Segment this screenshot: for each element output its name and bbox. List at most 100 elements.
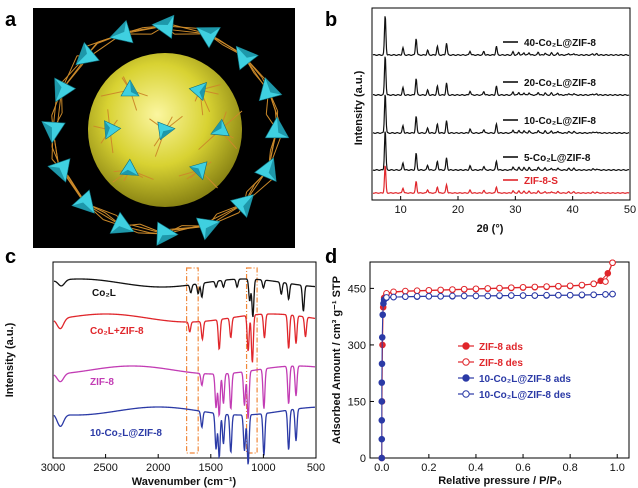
plot-frame-d [369, 261, 630, 459]
isotherm-data-point [484, 285, 492, 292]
ftir-series-group: Co₂L Co₂L+ZIF-8 ZIF-8 10-Co₂L@ZIF-8 [53, 278, 316, 465]
isotherm-x-axis-label: Relative pressure / P/P₀ [438, 475, 562, 487]
xrd-legend-label: 40-Co₂L@ZIF-8 [524, 38, 596, 49]
isotherm-data-point [602, 278, 609, 285]
xrd-x-tick-label: 10 [395, 204, 407, 216]
isotherm-data-point [402, 293, 409, 300]
isotherm-x-tick-label: 0.2 [421, 462, 436, 474]
isotherm-legend-label: 10-Co₂L@ZIF-8 ads [479, 374, 571, 385]
isotherm-data-point [531, 283, 539, 291]
isotherm-data-point [590, 280, 597, 288]
ftir-x-tick-label: 500 [307, 462, 325, 474]
isotherm-legend-label: ZIF-8 des [479, 358, 523, 369]
isotherm-data-point [566, 291, 574, 299]
isotherm-data-point [496, 284, 503, 292]
isotherm-data-point [378, 435, 386, 443]
isotherm-data-point [543, 283, 550, 290]
isotherm-data-point [413, 287, 421, 294]
isotherm-x-tick-label: 1.0 [610, 462, 625, 474]
tetrahedron-icon [120, 79, 140, 97]
ftir-series-line [53, 365, 316, 419]
isotherm-data-point [379, 311, 387, 319]
isotherm-data-point [519, 283, 527, 291]
isotherm-data-point [555, 291, 562, 299]
isotherm-data-point [425, 286, 433, 294]
isotherm-data-point [496, 292, 503, 299]
isotherm-data-point [543, 291, 550, 299]
xrd-y-axis-label: Intensity (a.u.) [353, 70, 365, 145]
isotherm-legend-marker [462, 358, 470, 366]
tetrahedron-icon [75, 41, 100, 66]
xrd-x-ticks: 10 20 30 40 50 [395, 196, 636, 216]
isotherm-data-point [390, 293, 397, 301]
isotherm-data-point [484, 292, 492, 300]
tetrahedron-icon [258, 77, 283, 102]
isotherm-data-point [383, 294, 390, 301]
panel-label-c: c [5, 246, 16, 268]
isotherm-ticks: 0.0 0.2 0.4 0.6 0.8 1.0 0 150 300 450 [348, 283, 625, 474]
xrd-legend-label: 5-Co₂L@ZIF-8 [524, 153, 591, 164]
ftir-x-ticks: 3000 2500 2000 1500 1000 500 [41, 454, 325, 474]
isotherm-series-group [378, 259, 616, 462]
isotherm-data-point [402, 287, 409, 295]
ftir-x-tick-label: 1500 [199, 462, 223, 474]
isotherm-data-point [472, 285, 480, 293]
xrd-series-line [372, 131, 630, 172]
ftir-y-axis-label: Intensity (a.u.) [4, 322, 16, 397]
isotherm-data-point [449, 292, 456, 300]
xrd-x-tick-label: 20 [452, 204, 464, 216]
isotherm-data-point [378, 417, 386, 424]
isotherm-data-point [578, 291, 586, 299]
xrd-legend-label: ZIF-8-S [524, 176, 558, 187]
tetrahedron-icon [195, 27, 221, 49]
ftir-series-label: ZIF-8 [90, 377, 114, 388]
isotherm-data-point [378, 379, 386, 386]
ftir-x-tick-label: 1000 [251, 462, 275, 474]
tetrahedron-icon [195, 217, 221, 241]
ftir-x-tick-label: 3000 [41, 462, 65, 474]
isotherm-y-axis-label: Adsorbed Amount / cm³ g⁻¹ STP [331, 276, 343, 444]
tetrahedron-icon [210, 118, 230, 137]
xrd-x-axis-label: 2θ (°) [477, 223, 504, 235]
plot-frame-c [52, 261, 317, 459]
tetrahedron-icon [47, 158, 71, 183]
isotherm-data-point [472, 292, 480, 300]
tetrahedron-icon [41, 121, 66, 144]
isotherm-y-tick-label: 300 [348, 340, 366, 352]
isotherm-legend-label: 10-Co₂L@ZIF-8 des [479, 390, 571, 401]
ftir-highlight-box [245, 267, 258, 454]
tetrahedron-icon [235, 45, 259, 71]
ftir-x-tick-label: 2000 [146, 462, 170, 474]
isotherm-y-tick-label: 0 [360, 453, 366, 465]
isotherm-data-point [590, 291, 597, 299]
tetrahedron-icon [189, 161, 208, 181]
cyan-tetrahedra [41, 14, 290, 246]
tetrahedron-icon [109, 211, 135, 234]
isotherm-data-point [460, 285, 468, 293]
isotherm-data-point [425, 293, 433, 300]
xrd-series-line [372, 56, 630, 97]
xrd-x-tick-label: 40 [567, 204, 579, 216]
tetrahedron-icon [71, 189, 95, 214]
isotherm-data-point [519, 292, 527, 299]
tetrahedron-icon [254, 157, 277, 183]
isotherm-data-point [609, 259, 616, 267]
isotherm-data-point [507, 292, 515, 299]
isotherm-data-point [566, 282, 574, 290]
isotherm-data-point [507, 284, 515, 291]
tetrahedron-icon [156, 221, 179, 246]
isotherm-x-tick-label: 0.8 [562, 462, 577, 474]
ftir-series-label: Co₂L [92, 288, 116, 299]
isotherm-data-point [602, 291, 609, 298]
isotherm-legend-label: ZIF-8 ads [479, 342, 523, 353]
isotherm-x-tick-label: 0.0 [374, 462, 389, 474]
isotherm-legend-marker [462, 390, 470, 398]
ftir-series-line [53, 278, 316, 318]
xrd-series-line [372, 94, 630, 135]
isotherm-data-point [437, 286, 444, 294]
tetrahedron-icon [157, 121, 176, 141]
xrd-series-line [372, 16, 630, 57]
panel-label-d: d [325, 246, 337, 268]
